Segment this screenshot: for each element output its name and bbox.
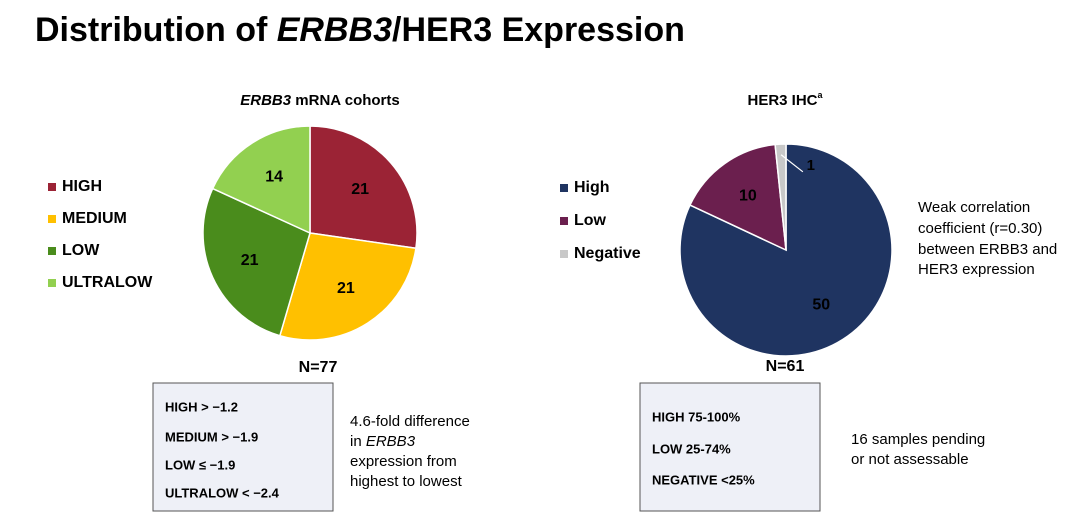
n-label: N=61: [766, 358, 805, 375]
title-part: Distribution of: [35, 11, 277, 49]
note: 16 samples pending: [851, 431, 985, 448]
legend-label: Low: [574, 212, 607, 229]
pie-slice: [202, 187, 311, 337]
pie-slice: [688, 143, 787, 252]
legend-swatch: [560, 184, 568, 192]
note-part: in: [350, 433, 366, 450]
leader-line: [780, 154, 804, 173]
legend-swatch: [48, 279, 56, 287]
note: in ERBB3: [350, 433, 416, 450]
cutoff-box: [639, 382, 821, 512]
pie-slice: [278, 232, 417, 341]
annotation: Weak correlation: [918, 199, 1030, 216]
annotation: HER3 expression: [918, 261, 1035, 278]
note: or not assessable: [851, 451, 969, 468]
title-part: /HER3 Expression: [392, 11, 685, 49]
legend-label: HIGH: [62, 178, 102, 195]
data-label: 21: [351, 181, 369, 198]
chart-title: ERBB3 mRNA cohorts: [240, 92, 399, 109]
title-part: HER3 IHC: [747, 92, 817, 109]
cutoff: LOW 25-74%: [652, 441, 731, 456]
note: expression from: [350, 453, 457, 470]
pie-slice: [211, 125, 311, 235]
legend-swatch: [48, 183, 56, 191]
data-label: 50: [812, 297, 830, 314]
n-label: N=77: [299, 359, 338, 376]
legend-label: ULTRALOW: [62, 274, 153, 291]
data-label: 21: [241, 252, 259, 269]
note: highest to lowest: [350, 473, 463, 490]
title-part: ERBB3: [277, 11, 392, 49]
legend-label: LOW: [62, 242, 100, 259]
cutoff: NEGATIVE <25%: [652, 472, 755, 487]
legend-label: MEDIUM: [62, 210, 127, 227]
note: 4.6-fold difference: [350, 413, 470, 430]
legend-label: Negative: [574, 245, 641, 262]
title-superscript: a: [818, 90, 824, 100]
cutoff: ULTRALOW < −2.4: [165, 485, 280, 500]
pie-slice: [309, 125, 418, 250]
annotation: coefficient (r=0.30): [918, 220, 1042, 237]
data-label: 21: [337, 280, 355, 297]
annotation: between ERBB3 and: [918, 241, 1057, 258]
legend-swatch: [48, 215, 56, 223]
legend-swatch: [48, 247, 56, 255]
cutoff: LOW ≤ −1.9: [165, 457, 235, 472]
legend-swatch: [560, 250, 568, 258]
data-label: 14: [265, 168, 283, 185]
title-part: mRNA cohorts: [291, 92, 400, 109]
cutoff: MEDIUM > −1.9: [165, 429, 258, 444]
pie-slice: [774, 143, 787, 251]
cutoff: HIGH > −1.2: [165, 399, 238, 414]
data-label: 1: [807, 157, 815, 174]
legend-swatch: [560, 217, 568, 225]
cutoff-box: [152, 382, 334, 512]
note-part: ERBB3: [366, 433, 416, 450]
chart-title: HER3 IHCa: [747, 90, 823, 109]
title-part: ERBB3: [240, 92, 292, 109]
legend-label: High: [574, 179, 610, 196]
data-label: 10: [739, 188, 757, 205]
slide-title: Distribution of ERBB3/HER3 Expression: [35, 11, 685, 49]
cutoff: HIGH 75-100%: [652, 409, 741, 424]
